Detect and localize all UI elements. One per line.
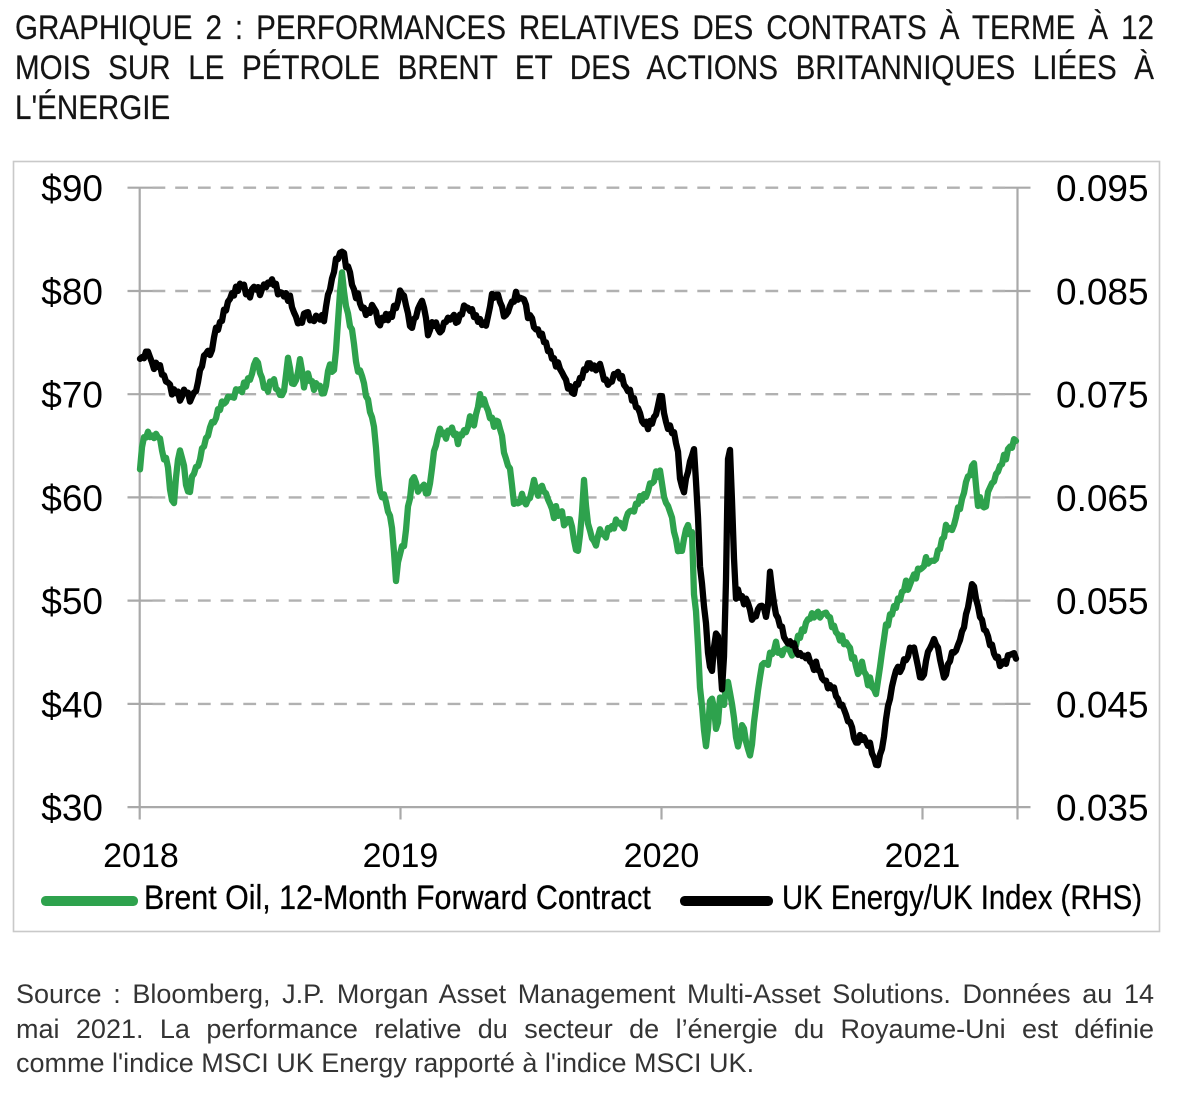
svg-text:0.095: 0.095 (1056, 168, 1149, 209)
svg-text:$60: $60 (41, 478, 103, 519)
svg-text:$90: $90 (41, 168, 103, 209)
svg-text:$30: $30 (41, 788, 103, 829)
svg-text:0.075: 0.075 (1056, 375, 1149, 416)
svg-text:$40: $40 (41, 684, 103, 725)
svg-text:0.035: 0.035 (1056, 788, 1149, 829)
svg-text:0.065: 0.065 (1056, 478, 1149, 519)
svg-text:$80: $80 (41, 271, 103, 312)
svg-text:$70: $70 (41, 375, 103, 416)
svg-text:2019: 2019 (363, 837, 439, 875)
svg-text:$50: $50 (41, 581, 103, 622)
svg-text:0.085: 0.085 (1056, 271, 1149, 312)
svg-text:2020: 2020 (624, 837, 700, 875)
svg-text:0.045: 0.045 (1056, 684, 1149, 725)
svg-text:2021: 2021 (885, 837, 961, 875)
svg-text:2018: 2018 (103, 837, 179, 875)
svg-text:0.055: 0.055 (1056, 581, 1149, 622)
